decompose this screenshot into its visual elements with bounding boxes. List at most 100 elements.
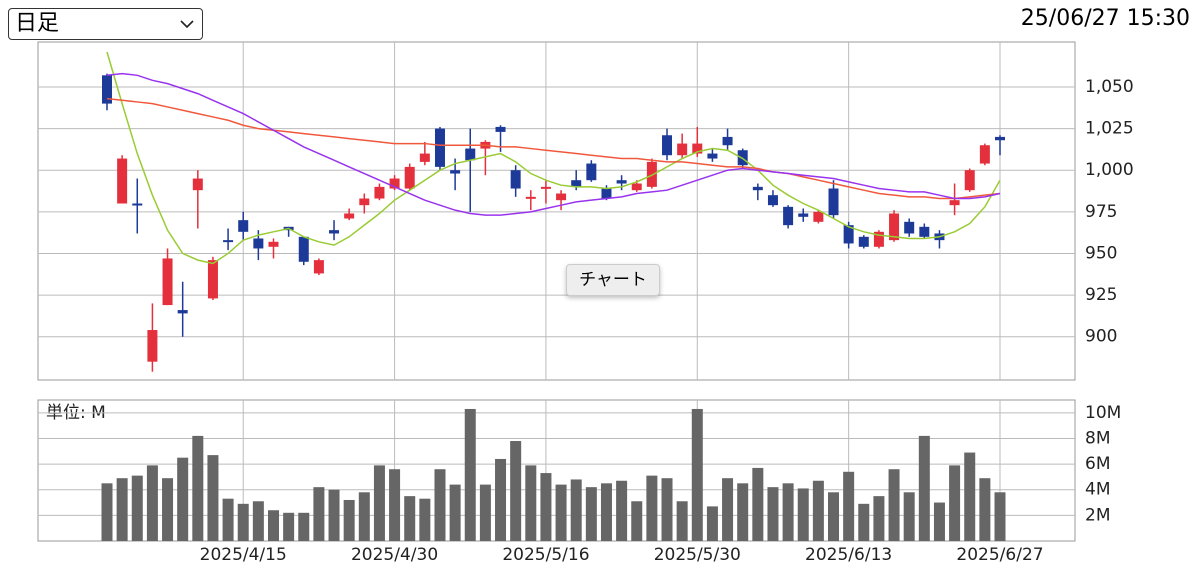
- volume-bar: [192, 435, 204, 541]
- candle-body: [783, 206, 794, 226]
- candle-body: [192, 178, 203, 191]
- y-tick-label: 900: [1085, 327, 1117, 347]
- candle-body: [662, 135, 673, 156]
- volume-bar: [313, 487, 325, 541]
- candle-body: [329, 230, 340, 234]
- period-select-text: 日足: [15, 11, 60, 36]
- volume-bar: [540, 473, 552, 541]
- volume-bar: [404, 496, 416, 541]
- volume-bar: [237, 503, 249, 541]
- candle-body: [571, 180, 582, 187]
- volume-bar: [373, 465, 385, 541]
- candle-body: [540, 186, 551, 189]
- volume-bar: [419, 498, 431, 541]
- candle-body: [344, 213, 355, 219]
- volume-bar: [933, 502, 945, 541]
- tooltip: チャート: [566, 264, 660, 296]
- volume-bar: [101, 483, 113, 541]
- candle-body: [253, 238, 264, 249]
- period-select[interactable]: 日足: [8, 8, 203, 40]
- volume-bar: [358, 492, 370, 541]
- candle-body: [359, 198, 370, 206]
- volume-bar: [177, 457, 189, 541]
- candle-body: [858, 236, 869, 247]
- volume-bar: [252, 501, 264, 541]
- volume-bar: [525, 465, 537, 541]
- candle-body: [828, 188, 839, 216]
- candle-body: [495, 126, 506, 132]
- candle-body: [510, 170, 521, 189]
- volume-bar: [146, 465, 158, 541]
- volume-bar: [903, 492, 915, 541]
- volume-bar: [737, 483, 749, 541]
- candle-body: [752, 186, 763, 191]
- volume-bar: [994, 492, 1006, 541]
- moving-average-line: [106, 72, 1001, 216]
- candle-body: [798, 213, 809, 217]
- y-tick-label: 950: [1085, 243, 1117, 263]
- volume-bar: [116, 478, 128, 541]
- y-tick-label: 2M: [1085, 505, 1110, 525]
- volume-bar: [843, 471, 855, 541]
- candle-body: [132, 203, 143, 206]
- volume-bar: [131, 475, 143, 541]
- y-tick-label: 1,025: [1085, 119, 1134, 139]
- candle-body: [767, 195, 778, 206]
- candle-body: [102, 75, 112, 104]
- candle-body: [419, 153, 430, 162]
- candle-body: [949, 200, 960, 206]
- volume-bar: [298, 512, 310, 541]
- volume-bar: [979, 478, 991, 541]
- volume-bar: [570, 479, 582, 541]
- candle-body: [813, 211, 824, 222]
- volume-bar: [888, 469, 900, 541]
- candle-body: [586, 163, 597, 181]
- moving-average-line: [106, 51, 1001, 265]
- candle-body: [919, 226, 930, 237]
- candle-body: [374, 186, 385, 199]
- candle-body: [117, 158, 128, 204]
- price-panel: [37, 41, 1076, 381]
- y-tick-label: 8M: [1085, 428, 1110, 448]
- candle-body: [162, 258, 173, 306]
- candle-body: [238, 220, 249, 232]
- volume-bar: [479, 484, 491, 541]
- x-tick-label: 2025/5/30: [654, 545, 741, 565]
- candle-body: [450, 170, 461, 174]
- volume-bar: [267, 510, 279, 541]
- volume-bar: [434, 469, 446, 541]
- timestamp: 25/06/27 15:30: [1020, 6, 1190, 31]
- candle-body: [404, 166, 415, 189]
- candle-body: [631, 183, 642, 191]
- volume-bar: [646, 475, 658, 541]
- x-tick-label: 2025/6/13: [805, 545, 892, 565]
- moving-average-line: [106, 97, 1001, 200]
- candle-body: [616, 180, 627, 184]
- candle-body: [707, 153, 718, 159]
- volume-bar: [555, 484, 567, 541]
- volume-bar: [661, 478, 673, 541]
- volume-bar: [343, 499, 355, 541]
- candle-body: [873, 231, 884, 247]
- volume-bar: [858, 503, 870, 541]
- volume-bar: [162, 478, 174, 541]
- candle-body: [313, 260, 324, 274]
- volume-bar: [873, 496, 885, 541]
- x-tick-label: 2025/6/27: [956, 545, 1043, 565]
- volume-bar: [949, 465, 961, 541]
- volume-bar: [616, 480, 628, 541]
- volume-bar: [510, 441, 522, 541]
- volume-bar: [722, 478, 734, 541]
- volume-bar: [600, 483, 612, 541]
- volume-bar: [706, 506, 718, 541]
- candle-body: [147, 330, 158, 362]
- candle-body: [556, 193, 567, 201]
- candle-body: [722, 136, 733, 146]
- volume-bar: [449, 484, 461, 541]
- candle-body: [889, 213, 900, 241]
- candle-body: [692, 143, 703, 154]
- y-tick-label: 4M: [1085, 480, 1110, 500]
- y-tick-label: 6M: [1085, 454, 1110, 474]
- volume-bar: [691, 408, 703, 541]
